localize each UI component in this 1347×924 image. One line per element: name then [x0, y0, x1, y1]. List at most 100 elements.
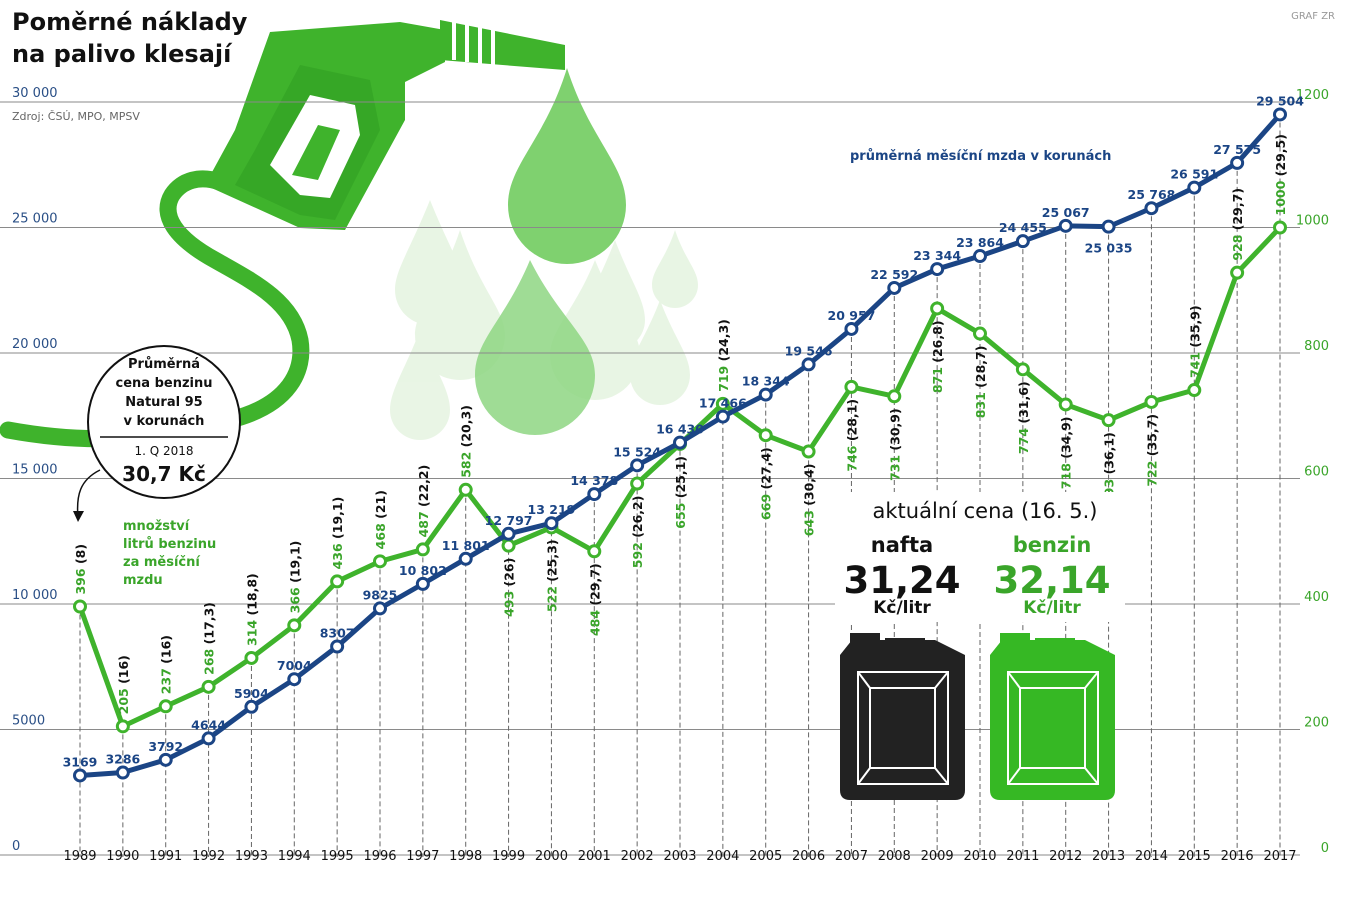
- x-tick-label: 1997: [406, 849, 439, 864]
- fuel-data-label: 487 (22,2): [416, 465, 431, 538]
- y-axis-left: 0 5000 10 000 15 000 20 000 25 000 30 000: [12, 86, 58, 854]
- fuel-value-label: 746 (28,1): [844, 399, 859, 472]
- x-tick-label: 2001: [578, 849, 611, 864]
- fuel-point: [630, 476, 645, 491]
- wage-point: [930, 262, 945, 277]
- wage-data-label: 24 455: [999, 220, 1047, 235]
- fuel-point: [801, 444, 816, 459]
- y-right-tick-label: 0: [1321, 841, 1329, 856]
- current-price-title: aktuální cena (16. 5.): [873, 499, 1098, 523]
- fuel-value-label: 396 (8): [73, 544, 88, 595]
- fuel-data-label: 314 (18,8): [244, 573, 259, 646]
- fuel-label-line3: za měsíční: [123, 555, 201, 570]
- y-right-tick-label: 400: [1304, 590, 1329, 605]
- fuel-value-label: 643 (30,4): [802, 464, 817, 537]
- wage-data-label: 3792: [148, 739, 183, 754]
- fuel-drop-icon: [395, 200, 465, 325]
- x-tick-label: 1993: [235, 849, 268, 864]
- x-tick-label: 2012: [1049, 849, 1082, 864]
- wage-point: [373, 601, 387, 616]
- callout-line1: Průměrná: [128, 357, 200, 372]
- wage-point: [330, 639, 345, 654]
- fuel-data-label: 928 (29,7): [1230, 188, 1245, 261]
- fuel-drop-icon: [508, 68, 626, 264]
- wage-point: [158, 752, 173, 767]
- fuel-value-label: 741 (35,9): [1187, 305, 1202, 378]
- x-tick-label: 2002: [621, 849, 654, 864]
- fuel-value-label: 592 (26,2): [630, 496, 645, 569]
- fuel-value-label: 484 (29,7): [587, 563, 602, 636]
- fuel-data-label: 655 (25,1): [673, 456, 688, 529]
- chart-title-line1: Poměrné náklady: [12, 8, 248, 36]
- fuel-data-label: 719 (24,3): [716, 319, 731, 392]
- x-tick-label: 1994: [278, 849, 311, 864]
- fuel-data-label: 741 (35,9): [1187, 305, 1202, 378]
- fuel-value-label: 669 (27,4): [759, 447, 774, 520]
- wage-point: [1015, 234, 1030, 249]
- wage-point: [715, 409, 730, 424]
- x-tick-label: 2014: [1135, 849, 1168, 864]
- petrol-name: benzin: [1013, 533, 1092, 557]
- wage-point: [73, 768, 87, 783]
- fuel-value-label: 468 (21): [373, 490, 388, 549]
- fuel-value-label: 436 (19,1): [330, 497, 345, 570]
- x-axis: 1989 1990 1991 1992 1993 1994 1995 1996 1997 1998…: [63, 849, 1296, 864]
- x-tick-label: 2005: [749, 849, 782, 864]
- fuel-point: [330, 574, 345, 589]
- wage-data-label: 8307: [320, 625, 355, 640]
- wage-point: [201, 731, 216, 746]
- fuel-data-label: 774 (31,6): [1016, 381, 1031, 454]
- wage-data-label: 19 546: [785, 343, 833, 358]
- jerrycan-icon: [990, 633, 1115, 800]
- current-price-panel: aktuální cena (16. 5.) nafta 31,24 Kč/li…: [835, 492, 1125, 622]
- wage-point: [244, 699, 259, 714]
- source-note: Zdroj: ČSÚ, MPO, MPSV: [12, 110, 140, 123]
- x-tick-label: 2017: [1263, 849, 1296, 864]
- wage-point: [415, 576, 430, 591]
- fuel-point: [973, 326, 987, 341]
- fuel-value-label: 655 (25,1): [673, 456, 688, 529]
- x-tick-label: 1990: [106, 849, 139, 864]
- wage-data-label: 25 067: [1042, 205, 1090, 220]
- fuel-data-label: 871 (26,8): [930, 320, 945, 393]
- wage-data-label: 23 344: [913, 248, 961, 263]
- fuel-value-label: 718 (34,9): [1059, 416, 1074, 489]
- callout-price: 30,7 Kč: [122, 462, 206, 486]
- x-tick-label: 2015: [1178, 849, 1211, 864]
- fuel-data-label: 493 (26): [502, 558, 517, 617]
- x-tick-label: 2010: [963, 849, 996, 864]
- fuel-label-line4: mzdu: [123, 573, 163, 588]
- wage-data-label: 20 957: [828, 308, 876, 323]
- wage-data-label: 17 466: [699, 396, 747, 411]
- wage-point: [1230, 155, 1245, 170]
- fuel-drop-icon: [652, 230, 698, 308]
- wage-point: [1144, 201, 1159, 216]
- wage-point: [758, 387, 773, 402]
- wage-point: [1058, 218, 1073, 233]
- fuel-data-label: 831 (28,7): [973, 346, 988, 419]
- fuel-data-label: 366 (19,1): [287, 541, 302, 614]
- fuel-data-label: 396 (8): [73, 544, 88, 595]
- y-right-tick-label: 1000: [1296, 214, 1329, 229]
- wage-data-label: 7004: [277, 658, 312, 673]
- fuel-point: [930, 301, 945, 316]
- x-tick-label: 2000: [535, 849, 568, 864]
- wage-point: [887, 280, 902, 295]
- fuel-point: [1230, 265, 1245, 280]
- y-left-tick-label: 10 000: [12, 588, 58, 603]
- fuel-point: [1058, 397, 1073, 412]
- fuel-point: [1144, 394, 1159, 409]
- fuel-data-label: 592 (26,2): [630, 496, 645, 569]
- wage-data-label: 27 575: [1213, 142, 1261, 157]
- wage-data-label: 3286: [105, 752, 140, 767]
- fuel-point: [715, 396, 730, 411]
- fuel-point: [415, 542, 430, 557]
- wage-data-label: 4644: [191, 717, 226, 732]
- wage-data-label: 22 592: [870, 267, 918, 282]
- fuel-point: [587, 544, 602, 559]
- wage-point: [115, 765, 130, 780]
- diesel-unit: Kč/litr: [873, 598, 931, 618]
- fuel-drop-icon: [585, 240, 645, 350]
